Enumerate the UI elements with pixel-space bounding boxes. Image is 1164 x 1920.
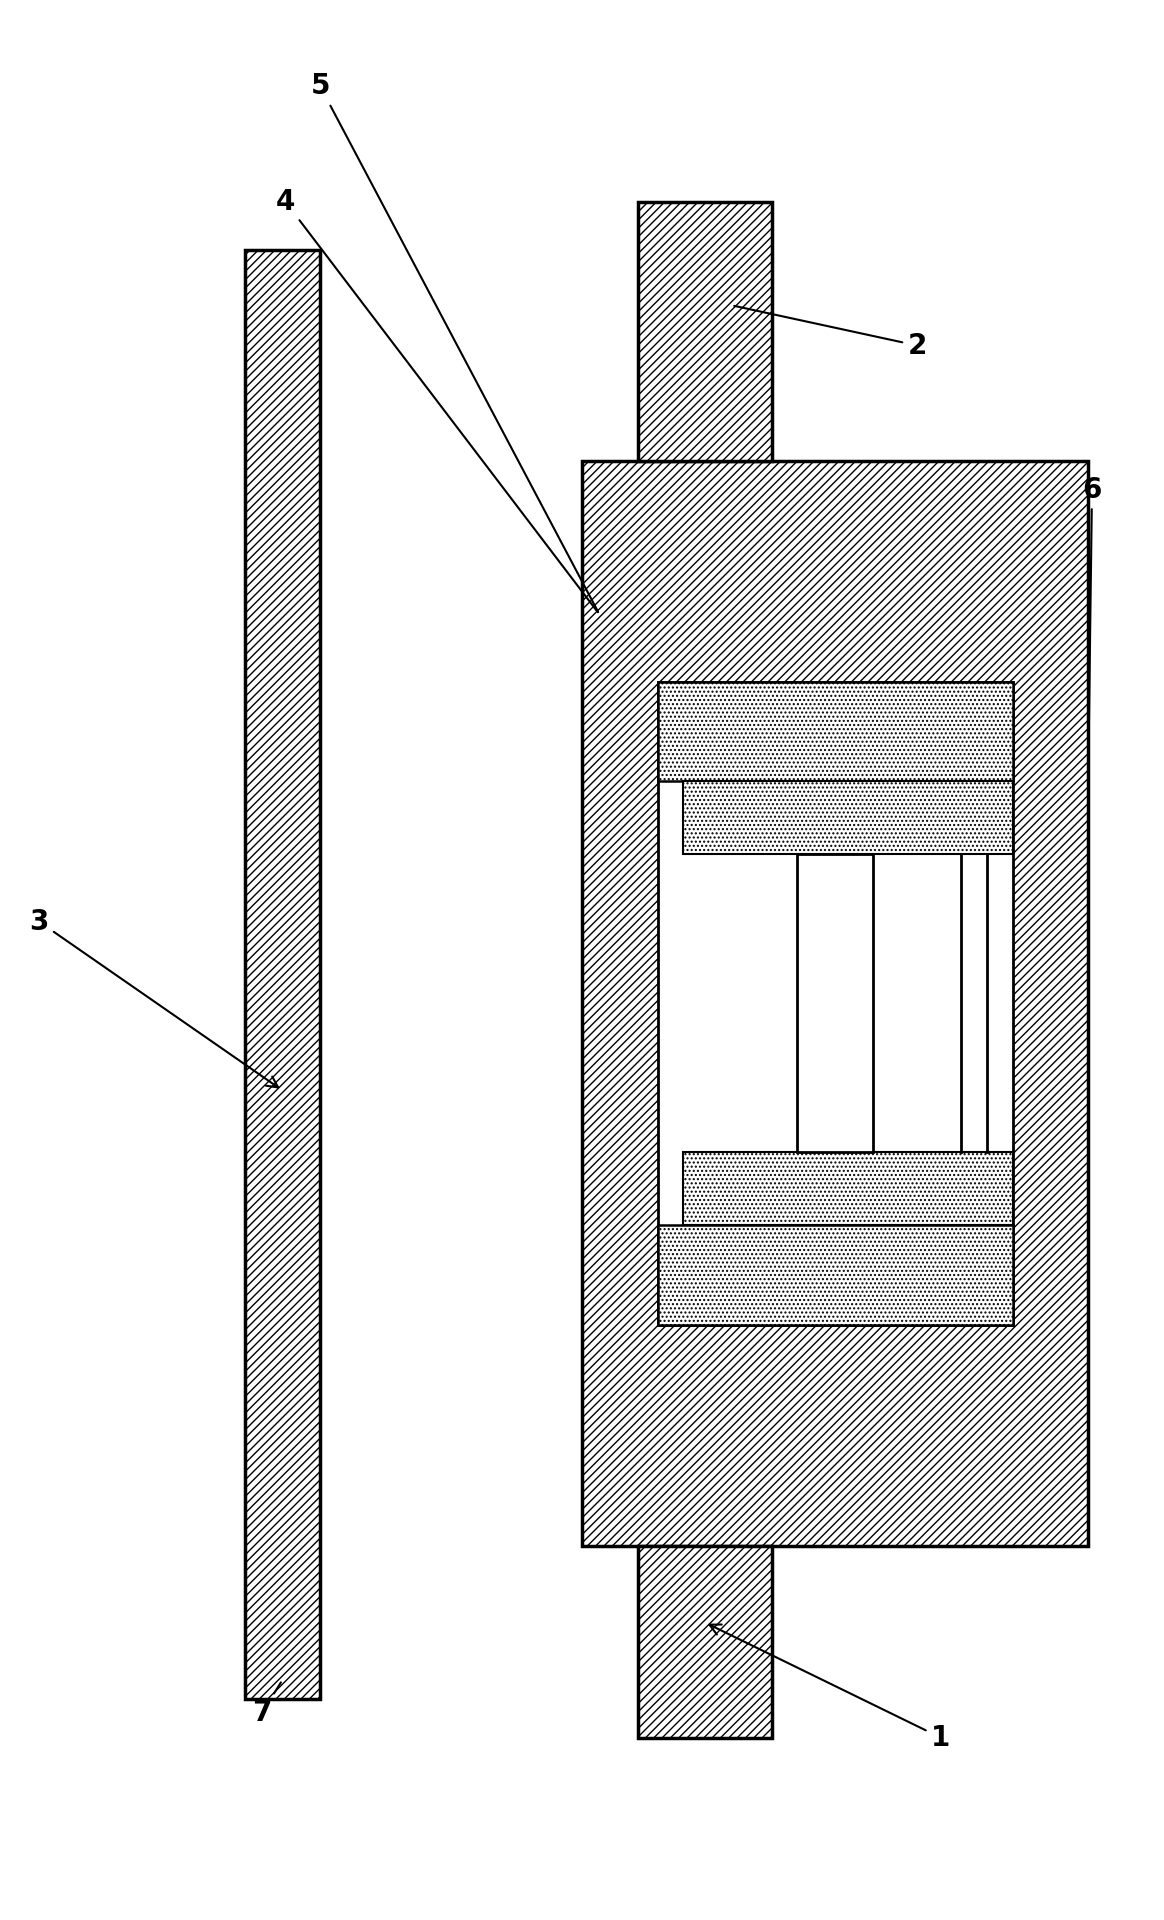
- Bar: [638, 1546, 772, 1738]
- Text: 6: 6: [1083, 476, 1101, 783]
- Text: 5: 5: [311, 73, 598, 612]
- Bar: [244, 250, 320, 1699]
- Text: 3: 3: [29, 908, 278, 1087]
- Text: 4: 4: [276, 188, 598, 612]
- Bar: [658, 682, 1013, 781]
- Bar: [797, 854, 873, 1152]
- Text: 7: 7: [253, 1682, 281, 1726]
- Bar: [683, 1152, 1013, 1225]
- Text: 1: 1: [709, 1624, 950, 1751]
- Bar: [582, 461, 1088, 1546]
- Bar: [658, 682, 1013, 1325]
- Bar: [638, 202, 772, 461]
- Bar: [683, 781, 1013, 854]
- Text: 2: 2: [734, 305, 928, 359]
- Bar: [658, 1225, 1013, 1325]
